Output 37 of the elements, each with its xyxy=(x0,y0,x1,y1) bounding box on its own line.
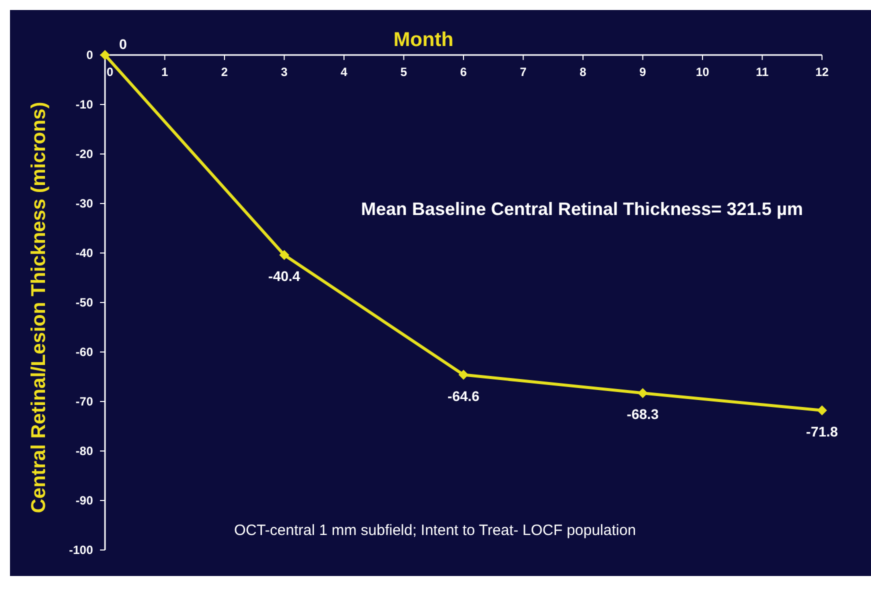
data-label: -68.3 xyxy=(626,406,659,422)
y-tick-label: -70 xyxy=(76,394,94,408)
x-tick-label: 3 xyxy=(280,65,288,79)
x-tick-label: 12 xyxy=(815,65,829,79)
x-tick-label: 9 xyxy=(639,65,646,79)
x-tick-label: 1 xyxy=(161,65,168,79)
point xyxy=(817,405,827,416)
y-tick-label: -80 xyxy=(76,444,94,458)
y-tick-label: -20 xyxy=(76,147,94,161)
y-tick-label: -100 xyxy=(68,543,94,557)
x-tick-label: 2 xyxy=(221,65,228,79)
annotation: Mean Baseline Central Retinal Thickness= 321.5 µm xyxy=(360,199,804,219)
x-tick-label: 6 xyxy=(460,65,468,79)
y-tick-label: -30 xyxy=(76,196,94,210)
x-tick-label: 4 xyxy=(340,65,348,79)
data-label: -71.8 xyxy=(806,423,838,440)
point xyxy=(458,370,468,380)
y-tick-label: -60 xyxy=(76,345,94,359)
x-tick-label: 8 xyxy=(580,65,587,79)
point xyxy=(638,388,648,398)
x-tick-label: 10 xyxy=(696,65,710,79)
x-tick-label: 5 xyxy=(400,65,408,79)
x-tick-label: 11 xyxy=(756,65,769,79)
data-label: -64.6 xyxy=(448,388,480,404)
y-tick-label: -90 xyxy=(76,494,94,508)
annotation: OCT-central 1 mm subfield; Intent to Treat- LOCF population xyxy=(234,522,636,539)
y-tick-label: -40 xyxy=(76,246,94,260)
y-tick-label: -10 xyxy=(76,98,94,112)
y-tick-label: -50 xyxy=(76,296,94,310)
x-tick-label: 7 xyxy=(520,65,527,79)
data-label: 0 xyxy=(119,36,128,52)
data-label: -40.4 xyxy=(268,268,300,284)
x-axis-title: Month xyxy=(394,29,454,51)
point xyxy=(279,250,290,260)
x-tick-label: 0 xyxy=(106,65,114,79)
y-tick-label: 0 xyxy=(86,48,94,62)
y-axis-title: Central Retinal/Lesion Thickness (microns) xyxy=(28,102,50,514)
